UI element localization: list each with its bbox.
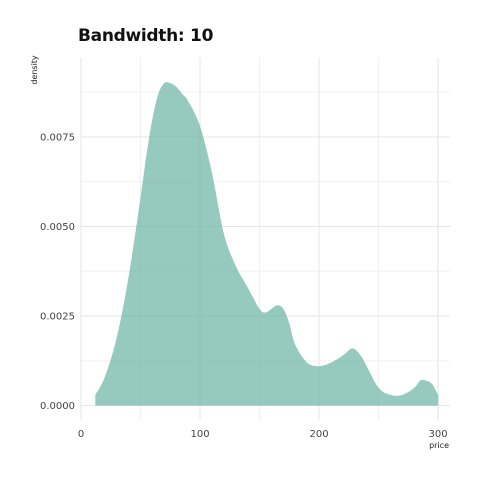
y-tick-label: 0.0025 <box>40 312 75 323</box>
density-area-layer <box>95 82 439 406</box>
y-tick-label: 0.0075 <box>40 132 75 143</box>
x-tick-label: 200 <box>310 429 329 440</box>
density-area <box>95 82 439 406</box>
x-tick-label: 100 <box>190 429 209 440</box>
tick-labels: 0 100 200 300 0.0000 0.0025 0.0050 0.0075 <box>40 132 448 440</box>
y-tick-label: 0.0050 <box>40 222 75 233</box>
y-axis-label: density <box>30 55 39 85</box>
chart-title: Bandwidth: 10 <box>78 26 214 46</box>
x-axis-label: price <box>429 441 449 450</box>
y-tick-label: 0.0000 <box>40 401 75 412</box>
x-tick-label: 300 <box>429 429 448 440</box>
x-tick-label: 0 <box>78 429 84 440</box>
